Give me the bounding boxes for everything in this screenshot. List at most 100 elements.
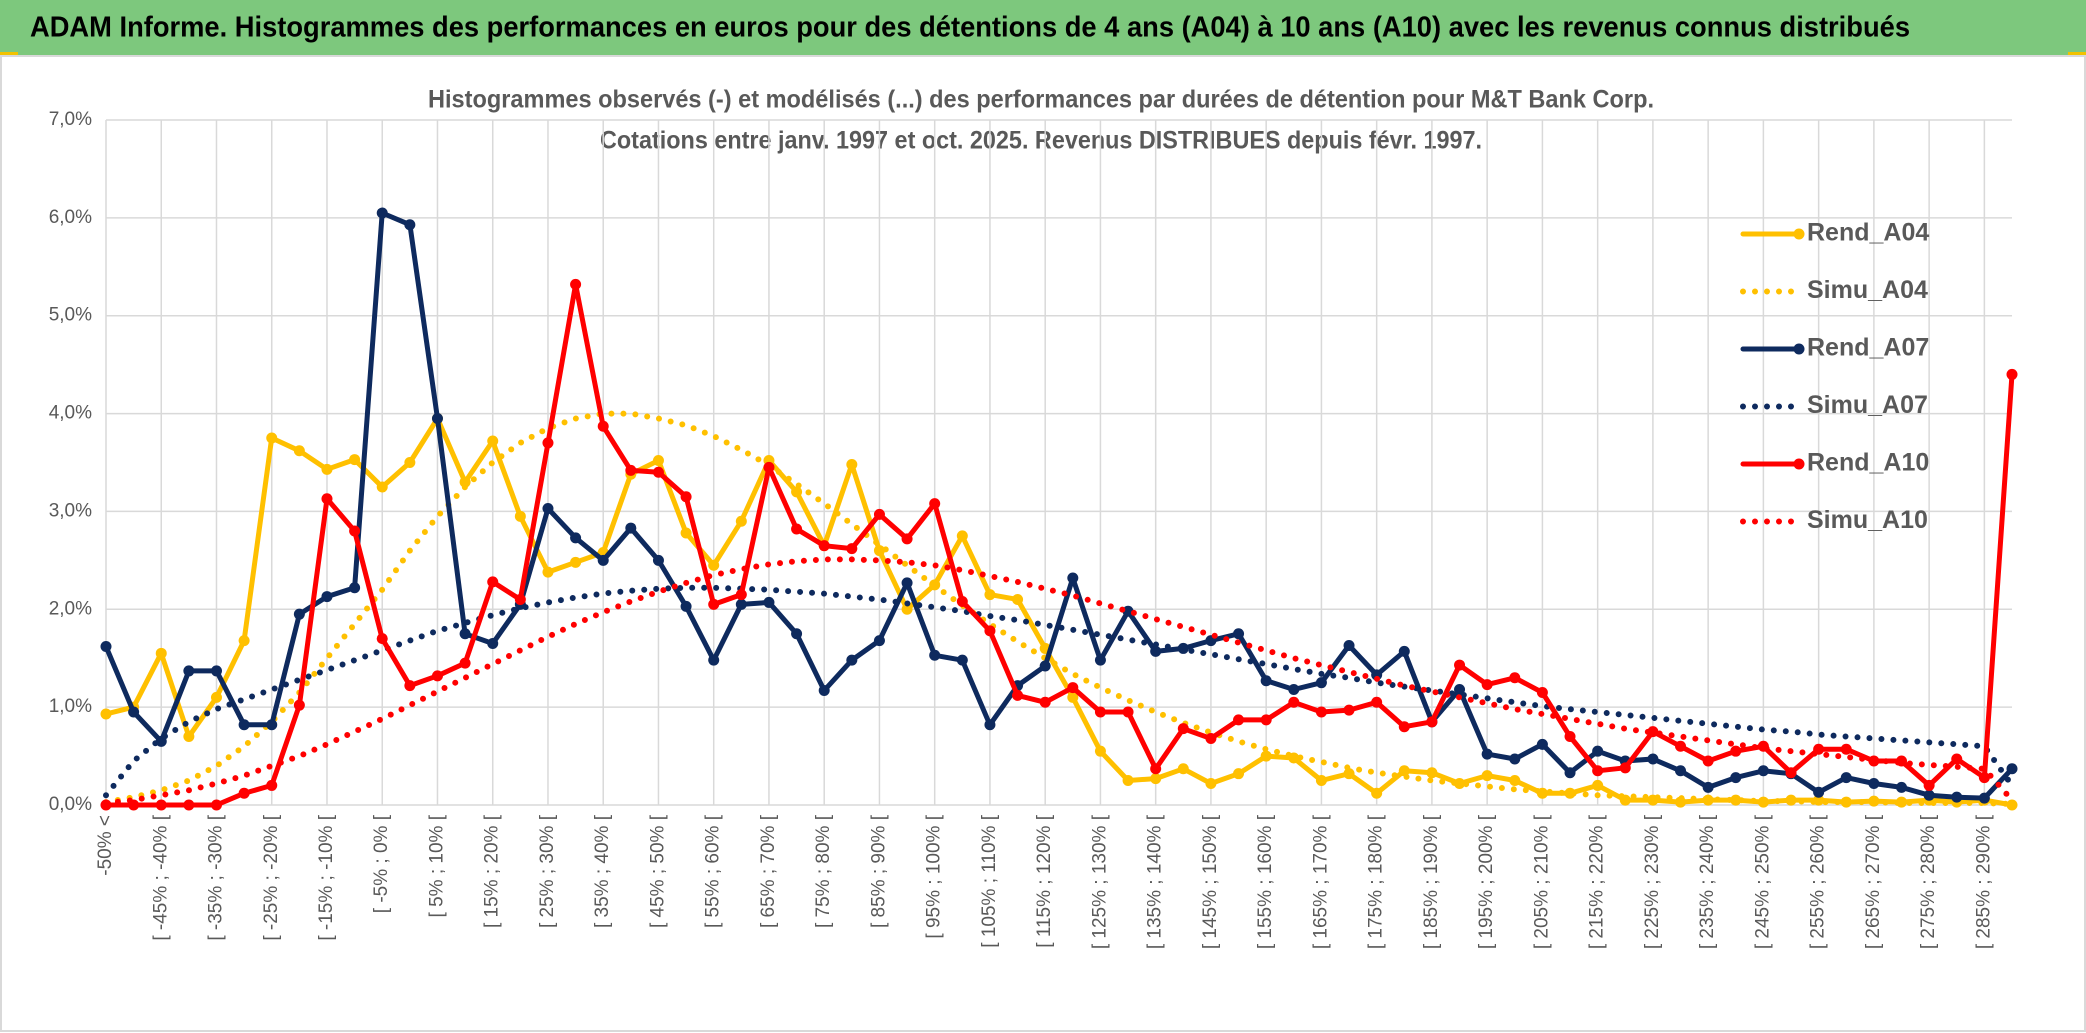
data-point	[431, 412, 443, 424]
data-point	[542, 566, 554, 578]
data-point	[1039, 660, 1051, 672]
data-point	[652, 466, 664, 478]
data-point	[404, 680, 416, 692]
data-point	[1702, 781, 1714, 793]
data-point	[1730, 745, 1742, 757]
data-point	[929, 498, 941, 510]
data-point	[846, 458, 858, 470]
data-point	[1840, 772, 1852, 784]
observed-line	[103, 210, 2015, 801]
data-point	[625, 522, 637, 534]
data-point	[1177, 763, 1189, 775]
data-point	[1260, 675, 1272, 687]
x-tick-label: [ 135% ; 140% [	[1145, 814, 1166, 949]
data-point	[901, 577, 913, 589]
data-point	[1592, 779, 1604, 791]
x-tick-label: [ 185% ; 190% [	[1421, 814, 1442, 949]
data-point	[183, 731, 195, 742]
data-point	[1315, 677, 1327, 689]
data-point	[349, 582, 361, 594]
data-point	[1592, 765, 1604, 777]
y-tick-label: 0,0%	[49, 794, 92, 815]
x-tick-label: [ 195% ; 200% [	[1476, 814, 1497, 949]
x-tick-label: [ 225% ; 230% [	[1642, 814, 1663, 949]
data-point	[597, 420, 609, 432]
data-point	[321, 591, 333, 603]
data-point	[708, 559, 720, 571]
x-tick-label: [ 125% ; 130% [	[1089, 814, 1110, 949]
data-point	[735, 589, 747, 601]
data-point	[956, 530, 968, 542]
data-point	[1177, 723, 1189, 735]
x-tick-label: [ 85% ; 90% [	[868, 814, 889, 928]
data-point	[293, 699, 305, 711]
data-point	[1343, 768, 1355, 780]
data-point	[542, 502, 554, 514]
data-point	[1509, 775, 1521, 787]
data-point	[1260, 714, 1272, 726]
x-tick-label: [ 175% ; 180% [	[1366, 814, 1387, 949]
data-point	[1454, 659, 1466, 671]
x-tick-label: [ 255% ; 260% [	[1808, 814, 1829, 949]
data-point	[1067, 691, 1079, 703]
data-point	[1150, 645, 1162, 657]
data-point	[293, 445, 305, 457]
y-tick-label: 4,0%	[49, 403, 92, 424]
data-point	[735, 598, 747, 610]
data-point	[1150, 763, 1162, 775]
data-point	[570, 556, 582, 568]
data-point	[1868, 777, 1880, 789]
y-tick-label: 5,0%	[49, 305, 92, 326]
x-tick-label: [ 245% ; 250% [	[1752, 814, 1773, 949]
data-point	[1536, 738, 1548, 750]
data-point	[708, 598, 720, 610]
data-point	[873, 545, 885, 557]
legend-label: Simu_A10	[1807, 506, 1928, 534]
x-tick-label: [ 285% ; 290% [	[1973, 814, 1994, 949]
data-point	[1371, 787, 1383, 799]
data-point	[431, 670, 443, 682]
y-tick-label: 3,0%	[49, 500, 92, 521]
legend-marker	[1793, 343, 1805, 355]
data-point	[487, 576, 499, 588]
data-point	[459, 628, 471, 640]
data-point	[1343, 639, 1355, 651]
data-point	[873, 635, 885, 647]
data-point	[155, 647, 167, 659]
data-point	[652, 455, 664, 467]
legend-label: Rend_A07	[1807, 334, 1929, 362]
y-tick-label: 1,0%	[49, 696, 92, 717]
x-tick-label: [ -45% ; -40% [	[150, 814, 171, 940]
x-tick-label: [ 235% ; 240% [	[1697, 814, 1718, 949]
data-point	[1288, 696, 1300, 708]
data-point	[376, 207, 388, 219]
corner-accent	[2068, 52, 2086, 56]
data-point	[1012, 689, 1024, 701]
data-point	[791, 628, 803, 640]
data-point	[901, 603, 913, 615]
data-point	[1675, 740, 1687, 752]
data-point	[735, 515, 747, 527]
data-point	[570, 532, 582, 544]
data-point	[956, 595, 968, 607]
data-point	[597, 554, 609, 566]
data-point	[1205, 777, 1217, 789]
header-band	[0, 0, 2086, 56]
data-point	[1343, 704, 1355, 716]
x-tick-label: [ 215% ; 220% [	[1587, 814, 1608, 949]
data-point	[984, 589, 996, 601]
data-point	[1094, 745, 1106, 757]
data-point	[680, 600, 692, 612]
data-point	[266, 432, 278, 444]
data-point	[1785, 767, 1797, 779]
x-tick-label: [ 145% ; 150% [	[1200, 814, 1221, 949]
x-tick-label: [ 25% ; 30% [	[537, 814, 558, 928]
data-point	[1647, 753, 1659, 765]
legend-marker	[1793, 228, 1805, 240]
data-point	[818, 540, 830, 552]
data-point	[2006, 799, 2018, 811]
data-point	[1233, 768, 1245, 780]
data-point	[238, 787, 250, 799]
